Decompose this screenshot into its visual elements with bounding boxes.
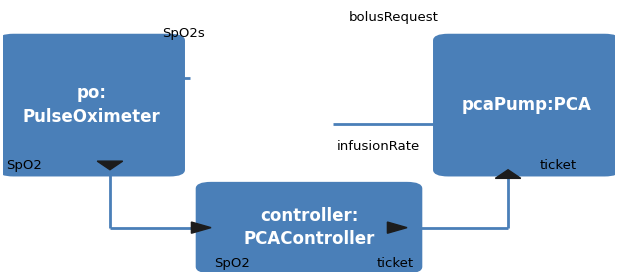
FancyBboxPatch shape	[196, 182, 422, 273]
Text: ticket: ticket	[540, 159, 577, 172]
FancyBboxPatch shape	[433, 34, 618, 177]
Text: SpO2: SpO2	[6, 159, 42, 172]
Text: SpO2s: SpO2s	[162, 27, 205, 40]
FancyBboxPatch shape	[0, 34, 185, 177]
Polygon shape	[495, 170, 521, 178]
Polygon shape	[97, 161, 123, 170]
Text: infusionRate: infusionRate	[337, 140, 420, 153]
Text: pcaPump:PCA: pcaPump:PCA	[462, 96, 591, 114]
Text: controller:
PCAController: controller: PCAController	[243, 207, 375, 248]
Polygon shape	[387, 222, 407, 233]
Text: bolusRequest: bolusRequest	[349, 11, 439, 24]
Text: SpO2: SpO2	[214, 257, 250, 271]
Text: ticket: ticket	[376, 257, 413, 271]
Polygon shape	[192, 222, 211, 233]
Text: po:
PulseOximeter: po: PulseOximeter	[23, 84, 161, 126]
